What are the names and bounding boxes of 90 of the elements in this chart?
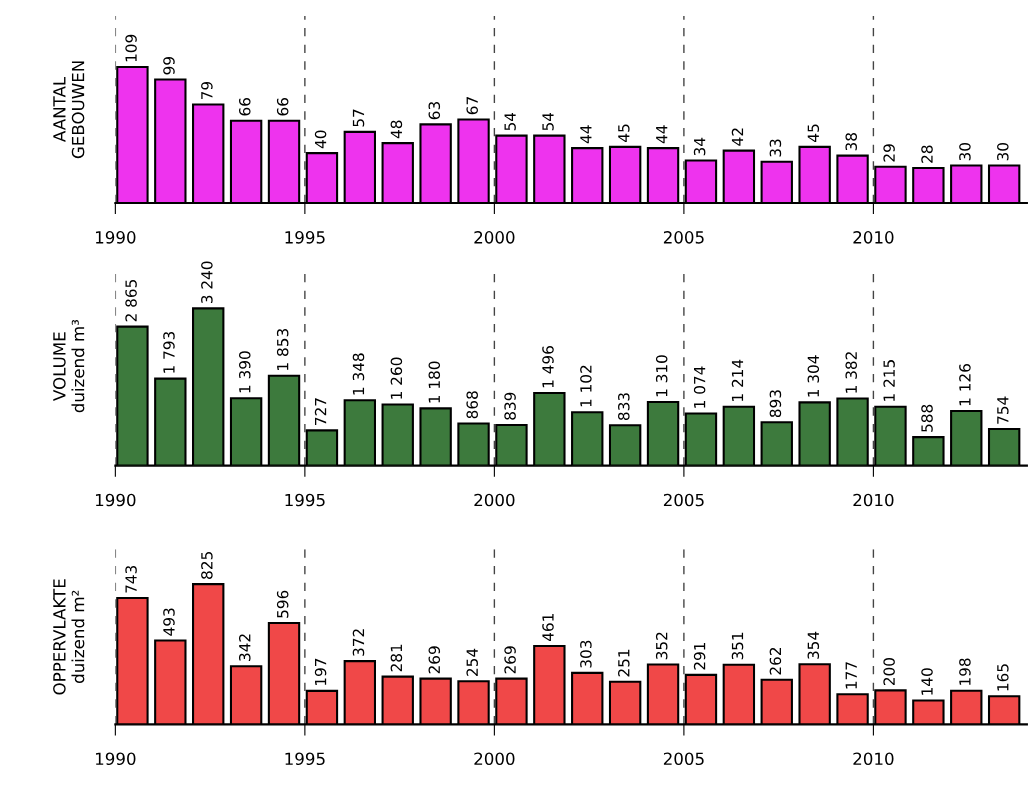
data-label: 754 <box>997 396 1009 424</box>
data-label: 588 <box>921 404 933 432</box>
data-label: 1 304 <box>807 355 820 397</box>
data-label: 1 853 <box>276 329 289 370</box>
data-label: 461 <box>542 614 554 642</box>
data-label: 48 <box>390 120 403 139</box>
data-label: 1 126 <box>959 364 971 406</box>
data-label: 109 <box>125 34 137 62</box>
x-tick-label: 1995 <box>285 231 325 244</box>
data-label: 140 <box>921 668 933 695</box>
data-label: 99 <box>163 56 175 75</box>
data-label: 1 390 <box>239 351 251 393</box>
x-tick-label: 2010 <box>853 231 894 244</box>
data-label: 868 <box>466 391 478 419</box>
data-label: 1 215 <box>883 360 895 401</box>
data-label: 2 865 <box>125 280 137 322</box>
data-label: 1 310 <box>655 355 668 397</box>
data-label: 372 <box>352 629 365 656</box>
data-label: 57 <box>352 109 365 127</box>
x-tick-label: 1990 <box>95 752 136 766</box>
data-label: 743 <box>125 565 137 593</box>
data-label: 1 496 <box>542 346 554 388</box>
x-tick-label: 2000 <box>474 493 515 507</box>
data-label: 727 <box>314 398 327 425</box>
data-label: 342 <box>239 634 251 661</box>
data-label: 45 <box>807 124 820 142</box>
data-label: 34 <box>693 137 706 156</box>
x-tick-label: 2010 <box>853 493 894 507</box>
data-label: 825 <box>201 552 213 579</box>
data-label: 291 <box>693 642 706 670</box>
data-label: 1 348 <box>352 353 365 395</box>
data-label: 1 180 <box>428 361 441 403</box>
x-tick-label: 2010 <box>853 752 894 766</box>
data-label: 1 793 <box>163 331 175 373</box>
data-label: 893 <box>769 390 782 418</box>
data-label: 281 <box>390 644 403 672</box>
data-label: 1 102 <box>580 365 592 407</box>
data-label: 28 <box>921 145 933 163</box>
data-label: 596 <box>276 590 289 618</box>
data-label: 493 <box>163 608 175 636</box>
data-label: 1 260 <box>390 357 403 399</box>
data-label: 38 <box>845 133 857 151</box>
data-label: 354 <box>807 631 820 659</box>
x-tick-label: 1990 <box>95 231 136 244</box>
data-label: 1 074 <box>693 366 706 408</box>
data-label: 1 214 <box>731 359 744 401</box>
data-label: 303 <box>580 640 592 668</box>
data-label: 44 <box>656 125 668 144</box>
data-label: 197 <box>314 658 327 686</box>
data-label: 833 <box>618 393 630 421</box>
data-label: 63 <box>428 102 441 120</box>
data-label: 54 <box>504 112 516 131</box>
data-label: 1 382 <box>845 352 857 393</box>
x-tick-label: 2005 <box>663 493 704 507</box>
data-label: 262 <box>769 648 782 675</box>
data-label: 165 <box>997 664 1009 691</box>
data-label: 44 <box>580 125 592 144</box>
x-tick-label: 1990 <box>95 493 136 507</box>
y-axis-title: AANTAL GEBOUWEN <box>53 61 85 159</box>
x-tick-label: 2000 <box>474 231 515 244</box>
x-tick-label: 1995 <box>285 493 325 507</box>
x-tick-label: 2005 <box>663 752 704 766</box>
data-label: 67 <box>466 97 478 115</box>
data-label: 269 <box>428 646 441 674</box>
data-label: 269 <box>504 646 516 674</box>
data-label: 29 <box>883 144 895 162</box>
data-label: 66 <box>276 98 289 116</box>
data-label: 40 <box>314 130 327 149</box>
data-label: 30 <box>997 142 1009 161</box>
data-label: 54 <box>542 112 554 131</box>
x-tick-label: 1995 <box>285 752 325 766</box>
data-label: 251 <box>618 649 630 677</box>
x-tick-label: 2005 <box>663 231 704 244</box>
data-label: 177 <box>845 662 857 689</box>
x-tick-label: 2000 <box>474 752 515 766</box>
data-label: 79 <box>201 81 213 100</box>
data-label: 839 <box>504 392 516 420</box>
data-label: 254 <box>466 648 478 676</box>
y-axis-title: VOLUME duizend m³ <box>53 319 85 413</box>
data-label: 33 <box>769 139 782 157</box>
data-label: 30 <box>959 142 971 161</box>
data-label: 66 <box>239 98 251 116</box>
data-label: 3 240 <box>201 261 213 304</box>
data-label: 45 <box>618 124 630 142</box>
y-axis-title: OPPERVLAKTE duizend m² <box>53 579 85 695</box>
data-label: 42 <box>731 128 744 146</box>
data-label: 198 <box>959 658 971 685</box>
data-label: 351 <box>731 632 744 660</box>
data-label: 200 <box>883 658 895 686</box>
data-label: 352 <box>655 632 668 660</box>
